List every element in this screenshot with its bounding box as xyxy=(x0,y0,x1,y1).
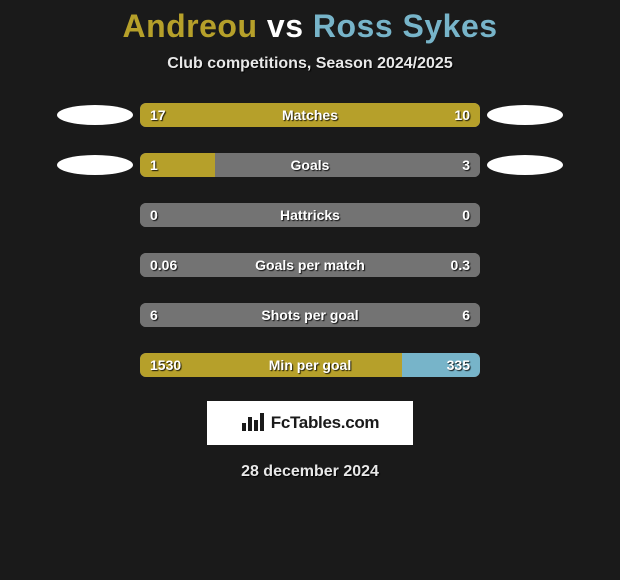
left-icon-slot xyxy=(50,105,140,125)
bar-text: 1530Min per goal335 xyxy=(140,357,480,373)
ellipse-icon xyxy=(487,155,563,175)
metric-label: Goals xyxy=(190,157,430,173)
stat-rows: 17Matches101Goals30Hattricks00.06Goals p… xyxy=(0,101,620,379)
metric-label: Shots per goal xyxy=(190,307,430,323)
bar-text: 6Shots per goal6 xyxy=(140,307,480,323)
ellipse-icon xyxy=(57,105,133,125)
stat-row: 1530Min per goal335 xyxy=(0,351,620,379)
ellipse-icon xyxy=(487,105,563,125)
bar-text: 1Goals3 xyxy=(140,157,480,173)
logo-text: FcTables.com xyxy=(271,413,380,433)
right-icon-slot xyxy=(480,105,570,125)
page-title: Andreou vs Ross Sykes xyxy=(0,8,620,45)
stat-bar: 6Shots per goal6 xyxy=(140,303,480,327)
ellipse-icon xyxy=(57,155,133,175)
right-value: 0 xyxy=(430,207,470,223)
bar-text: 0Hattricks0 xyxy=(140,207,480,223)
title-vs: vs xyxy=(267,8,304,44)
right-value: 10 xyxy=(430,107,470,123)
right-value: 3 xyxy=(430,157,470,173)
left-value: 0.06 xyxy=(150,257,190,273)
stat-row: 0Hattricks0 xyxy=(0,201,620,229)
metric-label: Hattricks xyxy=(190,207,430,223)
date-label: 28 december 2024 xyxy=(0,463,620,481)
right-value: 6 xyxy=(430,307,470,323)
stat-row: 6Shots per goal6 xyxy=(0,301,620,329)
right-value: 0.3 xyxy=(430,257,470,273)
stat-bar: 17Matches10 xyxy=(140,103,480,127)
stat-bar: 1530Min per goal335 xyxy=(140,353,480,377)
left-value: 6 xyxy=(150,307,190,323)
left-value: 1 xyxy=(150,157,190,173)
stat-row: 1Goals3 xyxy=(0,151,620,179)
left-value: 1530 xyxy=(150,357,190,373)
logo-box: FcTables.com xyxy=(207,401,413,445)
stat-bar: 0Hattricks0 xyxy=(140,203,480,227)
left-value: 0 xyxy=(150,207,190,223)
bar-chart-icon xyxy=(241,411,265,436)
subtitle: Club competitions, Season 2024/2025 xyxy=(0,55,620,73)
title-player1: Andreou xyxy=(122,8,257,44)
title-player2: Ross Sykes xyxy=(313,8,498,44)
right-value: 335 xyxy=(430,357,470,373)
metric-label: Goals per match xyxy=(190,257,430,273)
left-icon-slot xyxy=(50,155,140,175)
metric-label: Min per goal xyxy=(190,357,430,373)
stat-bar: 0.06Goals per match0.3 xyxy=(140,253,480,277)
stat-bar: 1Goals3 xyxy=(140,153,480,177)
stat-row: 17Matches10 xyxy=(0,101,620,129)
bar-text: 17Matches10 xyxy=(140,107,480,123)
metric-label: Matches xyxy=(190,107,430,123)
stat-row: 0.06Goals per match0.3 xyxy=(0,251,620,279)
comparison-card: Andreou vs Ross Sykes Club competitions,… xyxy=(0,0,620,481)
bar-text: 0.06Goals per match0.3 xyxy=(140,257,480,273)
left-value: 17 xyxy=(150,107,190,123)
right-icon-slot xyxy=(480,155,570,175)
